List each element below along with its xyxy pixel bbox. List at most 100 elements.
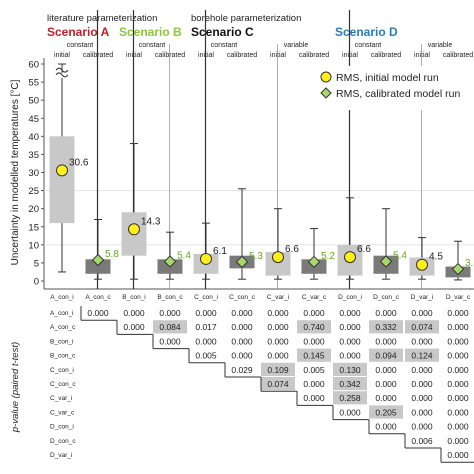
table-cell-value: 0.000 [231,308,253,318]
rms-value-label: 6.1 [213,246,227,257]
rms-value-label: 4.5 [429,252,443,263]
table-cell-value: 0.000 [339,308,361,318]
group-title: borehole parameterization [191,13,301,24]
table-cell-value: 0.000 [411,407,433,417]
legend-label: RMS, initial model run [336,72,439,84]
table-cell-value: 0.000 [231,336,253,346]
table-cell-value: 0.000 [303,393,325,403]
table-cell-value: 0.124 [411,351,433,361]
axis-break-mark [55,72,69,78]
axis-break-mark [55,67,69,73]
table-row-label: D_var_i [50,452,72,459]
table-cell-value: 0.000 [267,322,289,332]
table-cell-value: 0.000 [267,351,289,361]
table-cell-value: 0.000 [411,365,433,375]
table-row-label: A_con_c [50,324,76,331]
x-category-label: B_con_c [157,294,183,301]
table-cell-highlight [369,320,403,334]
table-cell-value: 0.000 [411,308,433,318]
table-row-label: D_con_i [50,424,74,431]
y-axis-title: Uncertainty in modelled temperatures [°C… [10,79,21,265]
sub-label: constant [67,42,94,49]
table-cell-value: 0.000 [447,336,469,346]
table-cell-value: 0.006 [411,436,433,446]
x-category-label: D_var_i [411,294,433,301]
table-y-title: p-value (paired t-test) [10,342,21,433]
run-label: calibrated [155,52,185,59]
table-cell-value: 0.000 [339,407,361,417]
rms-value-label: 6.6 [357,244,371,255]
scenario-header: literature parameterization borehole para… [47,13,473,59]
table-cell-value: 0.000 [375,379,397,389]
table-cell-value: 0.017 [195,322,217,332]
table-cell-value: 0.342 [339,379,361,389]
table-cell-value: 0.005 [303,365,325,375]
table-row-label: B_con_c [50,353,76,360]
y-tick-label: 55 [28,78,39,89]
table-cell-value: 0.000 [447,308,469,318]
rms-value-label: 5.2 [321,251,335,262]
x-category-label: C_var_i [267,294,289,301]
scenario-title: Scenario A [47,25,110,39]
table-cell-value: 0.000 [447,407,469,417]
table-cell-value: 0.205 [375,407,397,417]
y-tick-label: 40 [28,132,39,143]
scenario-title: Scenario C [191,25,254,39]
scenario-title: Scenario B [119,25,182,39]
table-row-label: A_con_i [50,310,74,317]
table-cell-highlight [153,320,187,334]
table-cell-value: 0.000 [411,393,433,403]
table-cell-highlight [369,405,403,419]
rms-calibrated-marker [451,262,465,276]
table-row-label: C_var_i [50,395,72,402]
legend-marker-circle [320,71,332,83]
table-cell-value: 0.000 [267,336,289,346]
table-cell-value: 0.740 [303,322,325,332]
table-cell-highlight [405,320,439,334]
rms-calibrated-marker [379,255,393,268]
x-category-label: C_var_c [302,294,327,301]
table-cell-highlight [405,348,439,362]
rms-initial-marker [272,251,284,264]
table-cell-value: 0.000 [411,379,433,389]
table-cell-value: 0.005 [195,351,217,361]
table-cell-value: 0.000 [447,393,469,403]
rms-initial-marker [344,251,356,264]
x-category-label: D_var_c [446,294,471,301]
rms-value-label: 6.6 [285,244,299,255]
table-cell-value: 0.000 [303,336,325,346]
boxplot-chart: 0 5 10 15 20 25 30 35 40 45 50 55 60 Uncertainty in m… [10,10,474,301]
run-label: initial [126,52,142,59]
table-cell-value: 0.000 [303,379,325,389]
sub-label: constant [139,42,166,49]
table-cell-highlight [333,377,367,391]
run-label: calibrated [443,52,473,59]
rms-value-label: 30.6 [69,157,89,168]
y-tick-label: 25 [28,186,39,197]
table-cell-value: 0.109 [267,365,289,375]
table-cell-value: 0.130 [339,365,361,375]
run-label: calibrated [371,52,401,59]
rms-calibrated-marker [235,255,249,269]
table-cell-value: 0.145 [303,351,325,361]
table-cell-value: 0.000 [195,308,217,318]
table-row-label: C_con_i [50,367,74,374]
y-tick-label: 0 [34,277,39,288]
x-category-label: A_con_i [50,294,74,301]
table-cell-highlight [369,348,403,362]
rms-value-label: 14.3 [141,216,161,227]
x-category-label: C_con_i [194,294,218,301]
x-category-label: C_con_c [229,294,255,301]
table-cell-value: 0.000 [447,351,469,361]
table-cell-value: 0.000 [339,322,361,332]
table-row-label: C_var_c [50,409,75,416]
table-cell-value: 0.000 [375,308,397,318]
rms-initial-marker [128,223,140,236]
y-tick-label: 35 [28,150,39,161]
run-label: initial [414,52,430,59]
table-cell-value: 0.000 [339,351,361,361]
table-cell-value: 0.000 [447,422,469,432]
table-cell-value: 0.000 [159,308,181,318]
rms-value-label: 5.8 [105,249,119,260]
